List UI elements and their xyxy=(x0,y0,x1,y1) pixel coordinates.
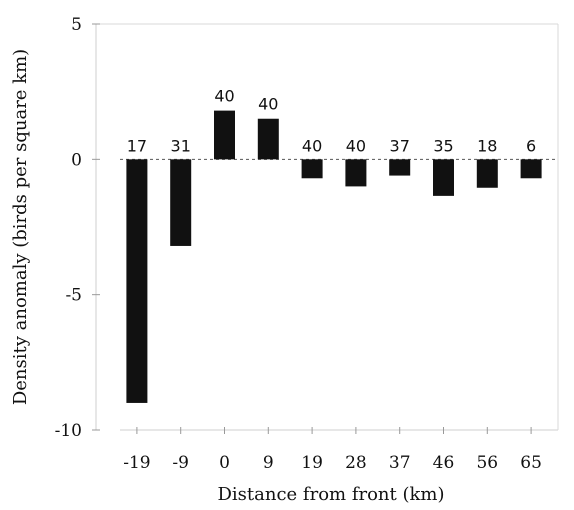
x-tick-label: 9 xyxy=(263,453,274,473)
count-label: 40 xyxy=(302,136,322,155)
bar xyxy=(257,118,279,160)
bars-group xyxy=(126,110,542,403)
count-label: 40 xyxy=(214,87,234,106)
x-tick-label: -9 xyxy=(172,453,189,473)
count-label: 35 xyxy=(433,136,453,155)
x-tick-label: -19 xyxy=(123,453,150,473)
x-tick-label: 19 xyxy=(301,453,323,473)
y-tick-label: 0 xyxy=(71,150,82,170)
bar xyxy=(345,159,367,187)
count-label: 6 xyxy=(526,136,536,155)
plot-frame xyxy=(95,23,559,431)
y-axis-title: Density anomaly (birds per square km) xyxy=(10,49,31,405)
count-label: 40 xyxy=(346,136,366,155)
x-tick-label: 37 xyxy=(389,453,411,473)
bar xyxy=(433,159,454,196)
count-label: 37 xyxy=(390,136,410,155)
bar xyxy=(520,159,542,179)
count-labels: 17 31 40 40 40 40 37 35 18 6 xyxy=(127,87,536,156)
x-tick-label: 0 xyxy=(219,453,230,473)
y-tick-label: -10 xyxy=(55,421,82,441)
bar xyxy=(389,159,411,176)
bar xyxy=(214,110,235,160)
x-tick-label: 65 xyxy=(520,453,542,473)
bar xyxy=(476,159,498,188)
y-tick-label: 5 xyxy=(71,15,82,35)
x-tick-label: 46 xyxy=(433,453,455,473)
x-tick-label: 28 xyxy=(345,453,367,473)
bar xyxy=(126,159,148,403)
bar xyxy=(301,159,323,179)
count-label: 17 xyxy=(127,136,147,155)
bar xyxy=(170,159,192,246)
y-axis-ticks: 5 0 -5 -10 xyxy=(55,15,100,441)
count-label: 40 xyxy=(258,95,278,114)
x-tick-label: 56 xyxy=(476,453,498,473)
count-label: 31 xyxy=(171,136,191,155)
x-axis-title: Distance from front (km) xyxy=(217,484,444,505)
y-tick-label: -5 xyxy=(65,286,82,306)
x-axis-ticks: -19 -9 0 9 19 28 37 46 56 65 xyxy=(123,427,542,473)
count-label: 18 xyxy=(477,136,497,155)
